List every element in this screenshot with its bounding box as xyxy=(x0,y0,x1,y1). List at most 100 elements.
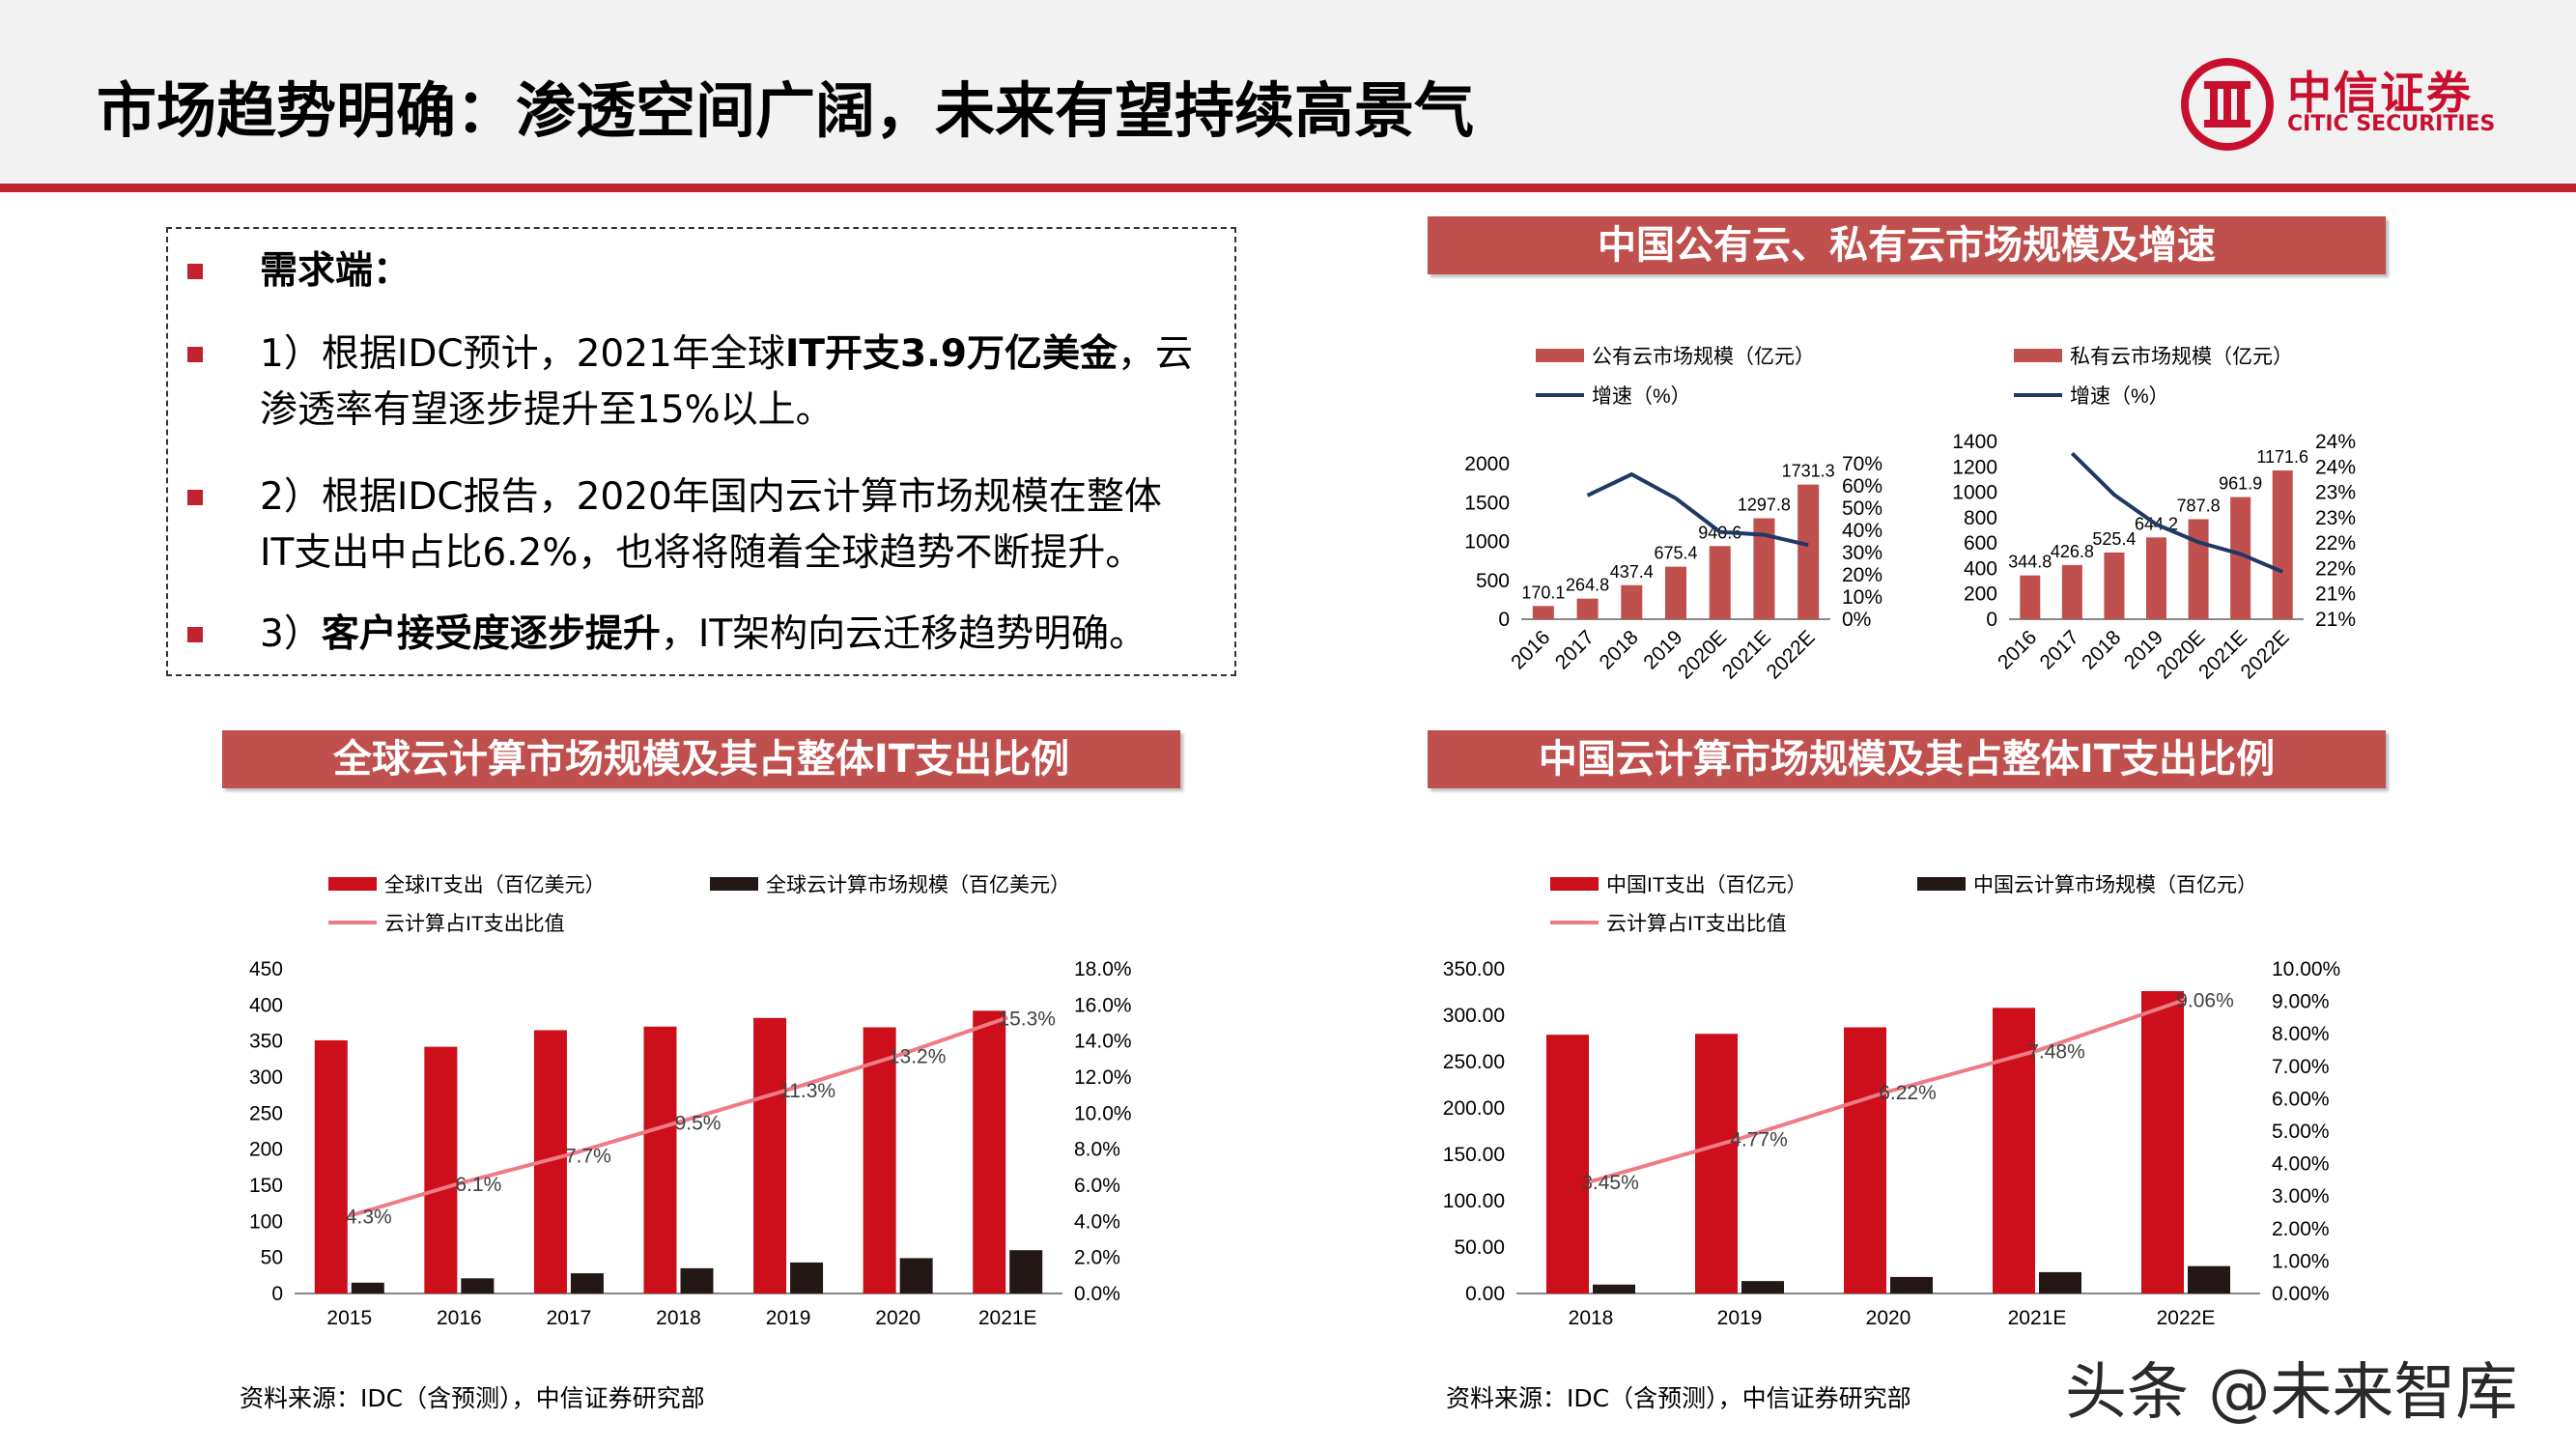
demand-item-text-segment: 3） xyxy=(260,612,322,656)
demand-item-1-line2: 渗透率有望逐步提升至15%以上。 xyxy=(260,388,834,432)
y2-tick-label: 22% xyxy=(2315,532,2356,554)
y-tick-label: 0.00 xyxy=(1465,1283,1505,1305)
bar xyxy=(1753,518,1775,619)
x-tick-label: 2018 xyxy=(2078,626,2125,673)
bar-data-label: 170.1 xyxy=(1521,582,1565,602)
x-tick-label: 2016 xyxy=(1507,626,1554,673)
y-tick-label: 1000 xyxy=(1952,482,1997,504)
demand-item-text-segment: 客户接受度逐步提升 xyxy=(321,612,661,656)
legend-label: 增速（%） xyxy=(2070,385,2169,408)
x-tick-label: 2020 xyxy=(1866,1307,1911,1329)
demand-item-2-line1: 2）根据IDC报告，2020年国内云计算市场规模在整体 xyxy=(260,469,1162,526)
y2-tick-label: 4.0% xyxy=(1074,1210,1120,1233)
line-data-label: 9.06% xyxy=(2176,990,2234,1012)
legend-label: 私有云市场规模（亿元） xyxy=(2070,346,2293,368)
bar xyxy=(1546,1035,1589,1293)
private-cloud-chart: 0 200 400 600 800 1000 1200 1400 21% 21% 22% 22% 23%… xyxy=(1952,346,2356,683)
source-note-global: 资料来源：IDC（含预测），中信证券研究部 xyxy=(240,1384,705,1412)
bar xyxy=(461,1278,495,1293)
logo-text-cn: 中信证券 xyxy=(2287,67,2473,119)
bar xyxy=(1741,1281,1784,1293)
bar xyxy=(1593,1284,1635,1293)
x-tick-label: 2020E xyxy=(1674,626,1731,683)
x-tick-label: 2017 xyxy=(547,1307,592,1329)
line-data-label: 15.3% xyxy=(998,1008,1056,1030)
y-tick-label: 300.00 xyxy=(1443,1005,1505,1027)
y-tick-label: 200.00 xyxy=(1443,1097,1505,1120)
series-line xyxy=(349,1015,1008,1218)
bullet-icon xyxy=(187,264,203,279)
bar xyxy=(1844,1027,1886,1293)
bar xyxy=(2230,497,2251,619)
line-data-label: 11.3% xyxy=(779,1080,835,1102)
y-tick-label: 350 xyxy=(249,1031,283,1053)
y2-tick-label: 2.0% xyxy=(1074,1247,1120,1269)
legend-label: 增速（%） xyxy=(1592,385,1691,408)
y-tick-label: 400 xyxy=(1964,557,1997,580)
bar xyxy=(2272,470,2293,619)
legend-label: 云计算占IT支出比值 xyxy=(384,913,565,935)
bullet-icon xyxy=(187,490,203,505)
y-tick-label: 400 xyxy=(249,994,283,1016)
demand-item-text-segment: IT开支3.9万亿美金 xyxy=(784,332,1118,376)
bar-data-label: 961.9 xyxy=(2219,474,2262,494)
y2-tick-label: 21% xyxy=(2315,609,2356,631)
y2-tick-label: 6.00% xyxy=(2272,1088,2330,1110)
bar xyxy=(570,1273,604,1293)
y-tick-label: 100 xyxy=(249,1210,283,1233)
y2-tick-label: 16.0% xyxy=(1074,994,1132,1016)
logo-text-en: CITIC SECURITIES xyxy=(2287,112,2496,136)
bar-data-label: 525.4 xyxy=(2092,529,2136,549)
bar xyxy=(680,1267,714,1293)
legend-label: 中国云计算市场规模（百亿元） xyxy=(1973,874,2257,896)
bar xyxy=(1695,1034,1738,1293)
y-tick-label: 1000 xyxy=(1464,531,1510,554)
x-tick-label: 2016 xyxy=(437,1307,482,1329)
y2-tick-label: 23% xyxy=(2315,507,2356,529)
public-cloud-chart: 0 500 1000 1500 2000 0%10%20%30%40%50%60%70% 2… xyxy=(1464,346,1882,683)
bar xyxy=(1621,584,1643,619)
demand-item-text-segment: ，IT架构向云迁移趋势明确。 xyxy=(660,612,1147,656)
y2-tick-label: 3.00% xyxy=(2272,1185,2330,1208)
y2-tick-label: 8.00% xyxy=(2272,1023,2330,1045)
bar-data-label: 1171.6 xyxy=(2256,447,2308,467)
panel-title-china: 中国云计算市场规模及其占整体IT支出比例 xyxy=(1428,730,2386,788)
y-tick-label: 0 xyxy=(271,1283,283,1305)
bar xyxy=(2188,1265,2230,1293)
bar xyxy=(424,1046,458,1293)
legend-swatch-bar xyxy=(1550,877,1599,891)
y2-tick-label: 18.0% xyxy=(1074,958,1132,980)
bar xyxy=(1576,598,1599,619)
y2-tick-label: 12.0% xyxy=(1074,1066,1132,1089)
header-divider xyxy=(0,184,2576,192)
demand-item-2-line2: IT支出中占比6.2%，也将将随着全球趋势不断提升。 xyxy=(260,531,1144,575)
y2-tick-label: 0.00% xyxy=(2272,1283,2330,1305)
y-tick-label: 300 xyxy=(249,1066,283,1089)
demand-item-3-line1: 3）客户接受度逐步提升，IT架构向云迁移趋势明确。 xyxy=(260,607,1146,663)
x-tick-label: 2016 xyxy=(1994,626,2041,673)
y-tick-label: 150.00 xyxy=(1443,1144,1505,1166)
demand-item-1-line1: 1）根据IDC预计，2021年全球IT开支3.9万亿美金，云 xyxy=(260,327,1193,383)
watermark: 头条 @未来智库 xyxy=(2065,1357,2518,1429)
bar xyxy=(314,1039,348,1293)
x-tick-label: 2018 xyxy=(656,1307,701,1329)
y2-tick-label: 21% xyxy=(2315,583,2356,606)
y-tick-label: 50.00 xyxy=(1454,1236,1505,1259)
bar xyxy=(2146,537,2166,619)
header-band xyxy=(0,0,2576,184)
y-tick-label: 150 xyxy=(249,1175,283,1197)
bar xyxy=(973,1010,1006,1293)
x-tick-label: 2022E xyxy=(2157,1307,2216,1329)
y2-tick-label: 10% xyxy=(1842,586,1882,609)
line-data-label: 4.77% xyxy=(1730,1129,1788,1151)
citic-logo-icon xyxy=(2181,58,2274,151)
y-tick-label: 100.00 xyxy=(1443,1190,1505,1212)
bar-data-label: 437.4 xyxy=(1610,562,1654,582)
legend-label: 云计算占IT支出比值 xyxy=(1606,913,1787,935)
bar xyxy=(643,1026,677,1293)
bar xyxy=(2020,575,2041,619)
x-tick-label: 2021E xyxy=(1718,626,1775,683)
x-tick-label: 2017 xyxy=(2036,626,2083,673)
bar xyxy=(2061,564,2082,619)
y2-tick-label: 7.00% xyxy=(2272,1056,2330,1078)
